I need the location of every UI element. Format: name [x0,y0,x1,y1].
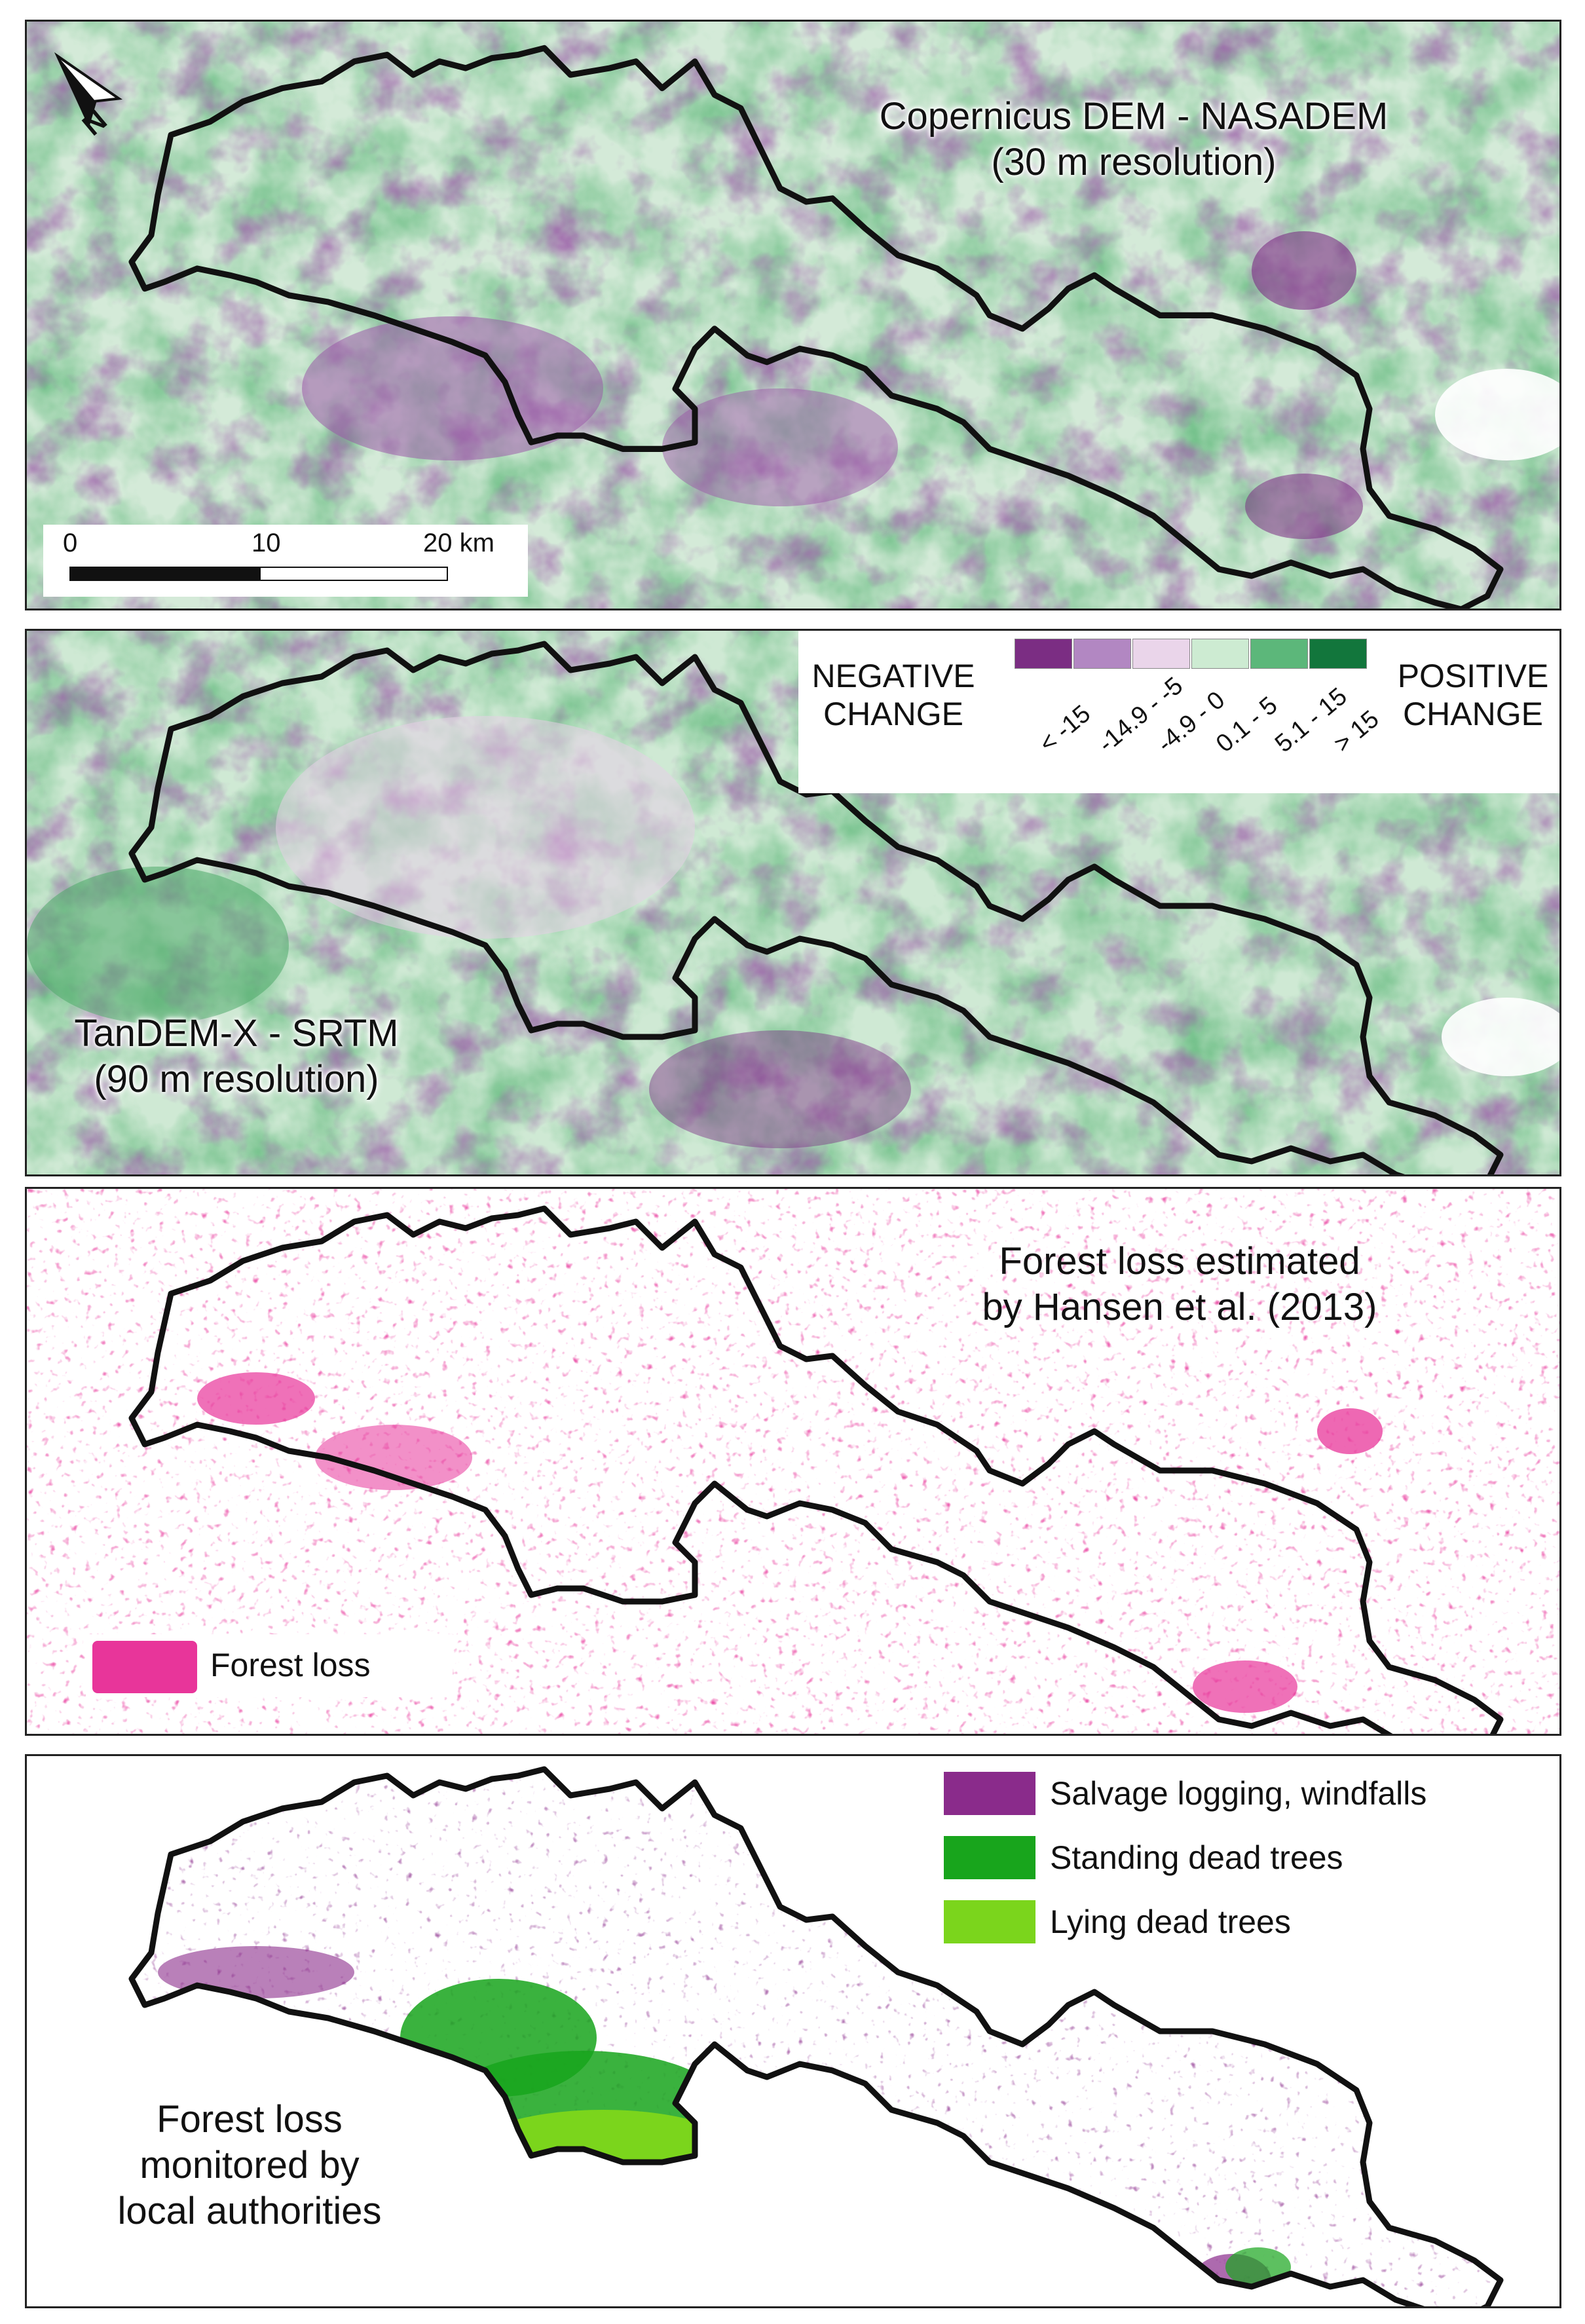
panel3-title-line2: by Hansen et al. (2013) [982,1286,1377,1328]
legend-swatch [944,1772,1035,1815]
panel-copernicus-nasadem: Copernicus DEM - NASADEM (30 m resolutio… [25,20,1561,610]
legend-swatch [944,1836,1035,1879]
panel1-title-line1: Copernicus DEM - NASADEM [879,95,1389,138]
map-dem-difference-90m [27,631,1559,1174]
legend-class-swatch [1073,639,1131,669]
legend-class-swatch [1250,639,1308,669]
panel1-title: Copernicus DEM - NASADEM (30 m resolutio… [839,94,1428,185]
forest-loss-legend: Forest loss [86,1634,453,1697]
panel1-title-line2: (30 m resolution) [991,141,1277,183]
local-authority-legend: Salvage logging, windfalls Standing dead … [944,1765,1533,1962]
panel3-title-line1: Forest loss estimated [999,1240,1360,1283]
legend-class-swatch [1132,639,1190,669]
panel2-title: TanDEM-X - SRTM (90 m resolution) [53,1011,420,1102]
map-local-authority-forest-loss [27,1756,1559,2306]
panel-hansen-forest-loss: Forest loss estimated by Hansen et al. (… [25,1187,1561,1736]
panel2-title-line2: (90 m resolution) [94,1058,379,1100]
panel4-title-line2: monitored by [140,2144,360,2186]
north-arrow-icon: N [47,41,132,146]
legend-class-swatch [1309,639,1367,669]
panel3-title: Forest loss estimated by Hansen et al. (… [944,1239,1415,1330]
legend-label: Standing dead trees [1050,1839,1343,1876]
panel-local-authority-forest-loss: Forest loss monitored by local authoriti… [25,1754,1561,2308]
panel-tandemx-srtm: TanDEM-X - SRTM (90 m resolution) NEGATI… [25,629,1561,1176]
scale-segment-light [259,567,448,581]
forest-loss-swatch [92,1641,197,1693]
legend-label: Lying dead trees [1050,1903,1291,1940]
panel4-title: Forest loss monitored by local authoriti… [79,2097,420,2234]
scale-tick-10: 10 [252,529,281,557]
legend-class-swatch [1191,639,1249,669]
legend-class-label: < -15 [1034,700,1096,759]
panel4-title-line3: local authorities [117,2190,382,2232]
legend-class-swatch [1015,639,1072,669]
scale-bar: 0 10 20 km [43,525,528,597]
scale-tick-0: 0 [63,529,78,557]
panel2-title-line1: TanDEM-X - SRTM [74,1012,399,1055]
scale-segment-dark [69,567,259,581]
panel4-title-line1: Forest loss [157,2098,343,2141]
scale-tick-20: 20 km [423,529,494,557]
legend-negative-change: NEGATIVE CHANGE [811,658,975,732]
legend-positive-change: POSITIVE CHANGE [1397,658,1549,732]
legend-swatch [944,1900,1035,1943]
forest-loss-legend-label: Forest loss [210,1647,371,1683]
map-dem-difference-30m [27,22,1559,609]
legend-label: Salvage logging, windfalls [1050,1775,1427,1812]
